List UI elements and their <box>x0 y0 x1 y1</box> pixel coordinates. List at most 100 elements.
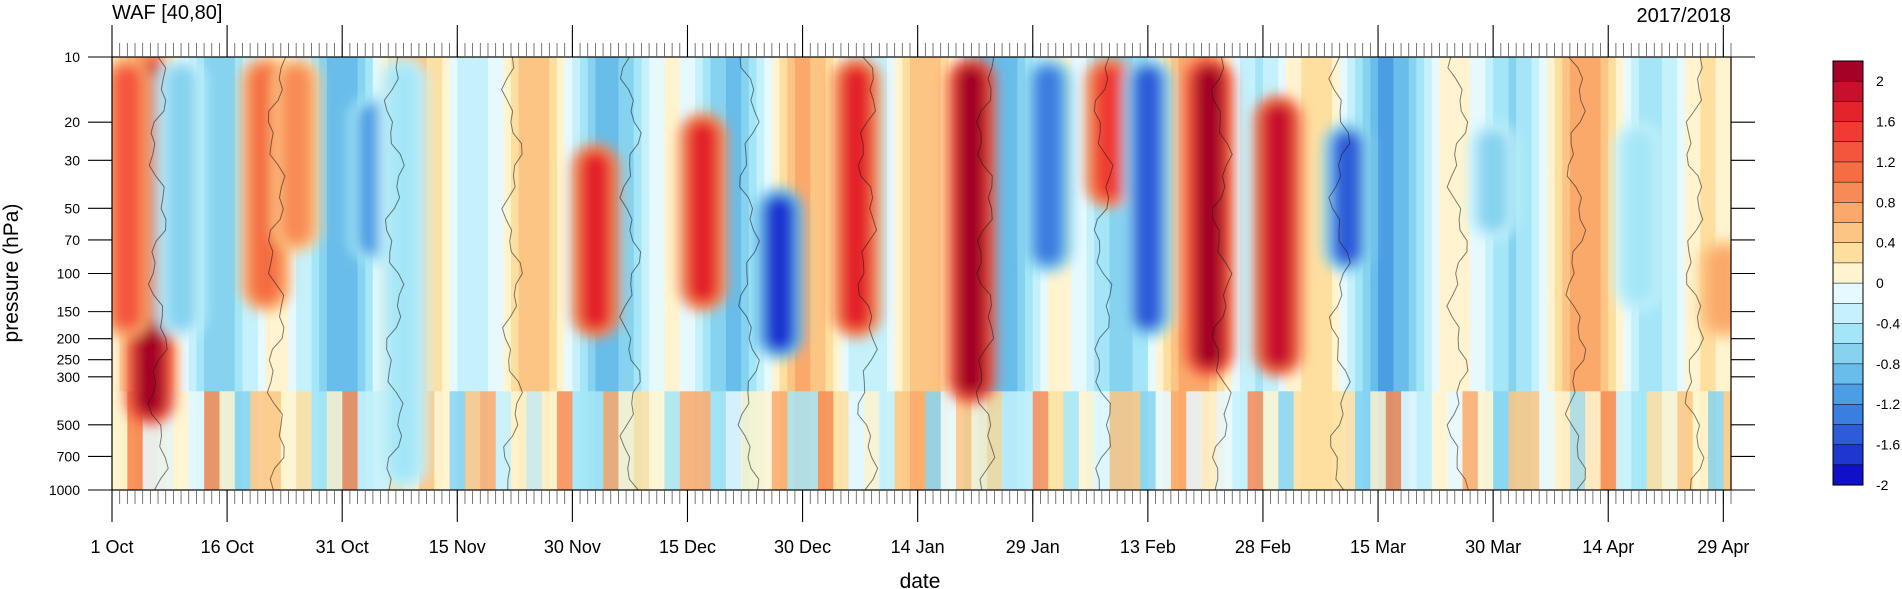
field-cell <box>1101 57 1111 490</box>
field-cell <box>250 391 267 490</box>
colorbar-label: 0.4 <box>1876 235 1896 251</box>
anomaly-core <box>764 195 795 352</box>
colorbar-swatch <box>1832 464 1864 486</box>
x-tick-label: 29 Apr <box>1697 537 1749 557</box>
contour-line <box>737 57 760 490</box>
field-cell <box>204 57 213 490</box>
field-cell <box>234 391 251 490</box>
field-cell <box>1470 57 1479 490</box>
x-tick-label: 13 Feb <box>1120 537 1176 557</box>
colorbar: 2 1.6 1.2 0.8 0.4 0 -0.4 -0.8 -1.2 -1.6 -2 <box>1832 60 1900 493</box>
field-cell <box>495 57 504 490</box>
field-cell <box>1661 391 1678 490</box>
field-cell <box>357 57 366 490</box>
field-cell <box>557 57 566 490</box>
x-tick-label: 1 Oct <box>90 537 133 557</box>
anomaly-core <box>956 65 987 396</box>
field-cell <box>587 391 604 490</box>
field-cell <box>863 391 880 490</box>
colorbar-label: 2 <box>1876 73 1884 89</box>
field-cell <box>741 391 758 490</box>
field-cell <box>1554 391 1571 490</box>
field-cell <box>1201 391 1218 490</box>
field-cell <box>303 57 313 490</box>
field-cell <box>449 57 458 490</box>
colorbar-label: -1.2 <box>1876 396 1900 412</box>
contour-line <box>383 57 405 490</box>
field-cell <box>725 391 742 490</box>
field-cell <box>1401 391 1418 490</box>
field-cell <box>1109 391 1126 490</box>
field-cell <box>526 57 535 490</box>
field-cell <box>1086 57 1095 490</box>
field-cell <box>434 57 443 490</box>
field-cell <box>940 391 957 490</box>
field-cell <box>541 391 558 490</box>
contour-line <box>857 57 879 490</box>
field-cell <box>879 57 888 490</box>
contour-line <box>1684 57 1705 490</box>
colorbar-swatch <box>1832 323 1864 345</box>
field-cell <box>1401 57 1410 490</box>
x-tick-label: 30 Nov <box>544 537 601 557</box>
anomaly-core <box>1708 247 1731 331</box>
x-tick-label: 31 Oct <box>316 537 369 557</box>
field-cell <box>618 57 627 490</box>
colorbar-swatch <box>1832 363 1864 385</box>
field-cell <box>534 57 543 490</box>
field-cell <box>741 57 750 490</box>
y-tick-label: 250 <box>57 352 81 368</box>
y-tick-label: 100 <box>57 266 81 282</box>
field-cell <box>817 57 827 490</box>
field-cell <box>641 57 650 490</box>
field-cell <box>219 57 228 490</box>
y-axis-label: pressure (hPa) <box>0 204 23 343</box>
field-cell <box>1370 391 1387 490</box>
field-cell <box>1278 391 1295 490</box>
field-cell <box>909 391 926 490</box>
field-cell <box>296 57 305 490</box>
field-cell <box>326 391 343 490</box>
field-cell <box>372 57 382 490</box>
contour-line <box>619 57 642 490</box>
y-tick-label: 10 <box>64 49 80 65</box>
field-cell <box>833 391 850 490</box>
field-features <box>112 57 1731 490</box>
field-cell <box>234 57 244 490</box>
field-cell <box>487 57 497 490</box>
field-cell <box>1247 391 1264 490</box>
field-cell <box>219 391 236 490</box>
field-cell <box>1692 391 1709 490</box>
field-cell <box>733 57 742 490</box>
field-cell <box>464 391 481 490</box>
y-tick-label: 700 <box>57 448 81 464</box>
field-cell <box>334 57 343 490</box>
chart-subtitle: 2017/2018 <box>1636 5 1731 27</box>
field-cell <box>1078 391 1095 490</box>
field-cell <box>1416 391 1433 490</box>
field-cell <box>564 57 573 490</box>
colorbar-swatch <box>1832 101 1864 123</box>
field-cell <box>1324 391 1341 490</box>
field-cell <box>917 57 926 490</box>
colorbar-swatch <box>1832 282 1864 304</box>
anomaly-core <box>1032 65 1064 266</box>
anomaly-core <box>388 65 419 482</box>
field-cell <box>649 57 658 490</box>
field-cell <box>526 391 543 490</box>
anomaly-core <box>1623 130 1655 304</box>
field-cell <box>1416 57 1425 490</box>
colorbar-swatch <box>1832 403 1864 425</box>
field-cell <box>1523 57 1533 490</box>
field-cell <box>1378 57 1387 490</box>
anomaly-core <box>280 65 312 245</box>
x-tick-label: 28 Feb <box>1235 537 1291 557</box>
y-tick-label: 500 <box>57 417 81 433</box>
field-cell <box>1677 57 1686 490</box>
field-cell <box>1009 57 1019 490</box>
field-cell <box>971 391 988 490</box>
field-cell <box>925 391 942 490</box>
field-cell <box>1262 391 1279 490</box>
field-cell <box>802 57 811 490</box>
